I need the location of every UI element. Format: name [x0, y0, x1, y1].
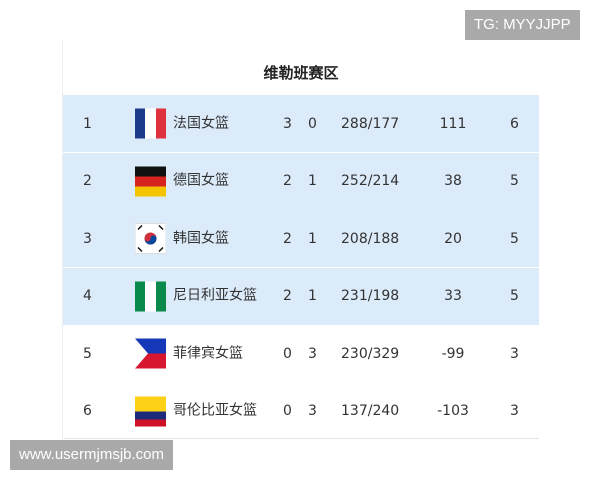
watermark-bottom: www.usermjmsjb.com: [10, 440, 174, 470]
table-row: 4 尼日利亚女篮 2 1 231/198 33 5: [63, 267, 539, 325]
team-name: 哥伦比亚女篮: [173, 402, 257, 419]
rank: 4: [83, 288, 92, 304]
team-name: 法国女篮: [173, 115, 229, 131]
rank: 5: [83, 345, 92, 362]
point-difference: 111: [439, 115, 467, 132]
points-for-against: 288/177: [341, 115, 400, 132]
rank: 3: [83, 230, 92, 247]
table-row: 3 韩国女篮 2 1 208/188 20 5: [63, 210, 539, 267]
point-difference: -99: [441, 345, 465, 362]
rank: 1: [83, 115, 92, 132]
table-row: 2 德国女篮 2 1 252/214 38 5: [63, 152, 539, 210]
points-for-against: 208/188: [341, 230, 400, 247]
point-difference: 20: [444, 230, 462, 247]
losses: 1: [308, 230, 317, 247]
table-row: 5 菲律宾女篮 0 3 230/329 -99 3: [63, 325, 539, 382]
wins: 2: [283, 288, 292, 304]
rank: 6: [83, 403, 92, 419]
team-name: 尼日利亚女篮: [173, 287, 257, 304]
colombia-flag-icon: [135, 396, 166, 426]
points-for-against: 231/198: [341, 288, 400, 304]
team-name: 德国女篮: [173, 172, 229, 189]
germany-flag-icon: [135, 166, 166, 196]
standing-points: 5: [510, 230, 519, 247]
standing-points: 5: [510, 173, 519, 189]
philippines-flag-icon: [135, 338, 166, 369]
losses: 1: [308, 288, 317, 304]
group-title: 维勒班赛区: [263, 64, 339, 82]
table-row: 6 哥伦比亚女篮 0 3 137/240 -103 3: [63, 383, 539, 440]
watermark-top: TG: MYYJJPP: [465, 10, 580, 40]
losses: 1: [308, 173, 317, 189]
team-name: 菲律宾女篮: [173, 345, 243, 361]
point-difference: 38: [444, 173, 462, 189]
standing-points: 5: [510, 288, 519, 304]
standing-points: 3: [510, 403, 519, 419]
points-for-against: 230/329: [341, 345, 400, 362]
table-row: 1 法国女篮 3 0 288/177 111 6: [63, 95, 539, 152]
wins: 0: [283, 345, 292, 362]
losses: 3: [308, 345, 317, 362]
point-difference: -103: [437, 403, 469, 419]
points-for-against: 137/240: [341, 403, 400, 419]
wins: 0: [283, 403, 292, 419]
wins: 2: [283, 173, 292, 189]
points-for-against: 252/214: [341, 173, 400, 189]
team-name: 韩国女篮: [173, 230, 229, 246]
standing-points: 3: [510, 345, 519, 362]
point-difference: 33: [444, 288, 462, 304]
france-flag-icon: [135, 108, 166, 139]
standing-points: 6: [510, 115, 519, 132]
nigeria-flag-icon: [135, 281, 166, 311]
rank: 2: [83, 173, 92, 189]
losses: 3: [308, 403, 317, 419]
wins: 3: [283, 115, 292, 132]
wins: 2: [283, 230, 292, 247]
losses: 0: [308, 115, 317, 132]
south-korea-flag-icon: [135, 223, 166, 254]
